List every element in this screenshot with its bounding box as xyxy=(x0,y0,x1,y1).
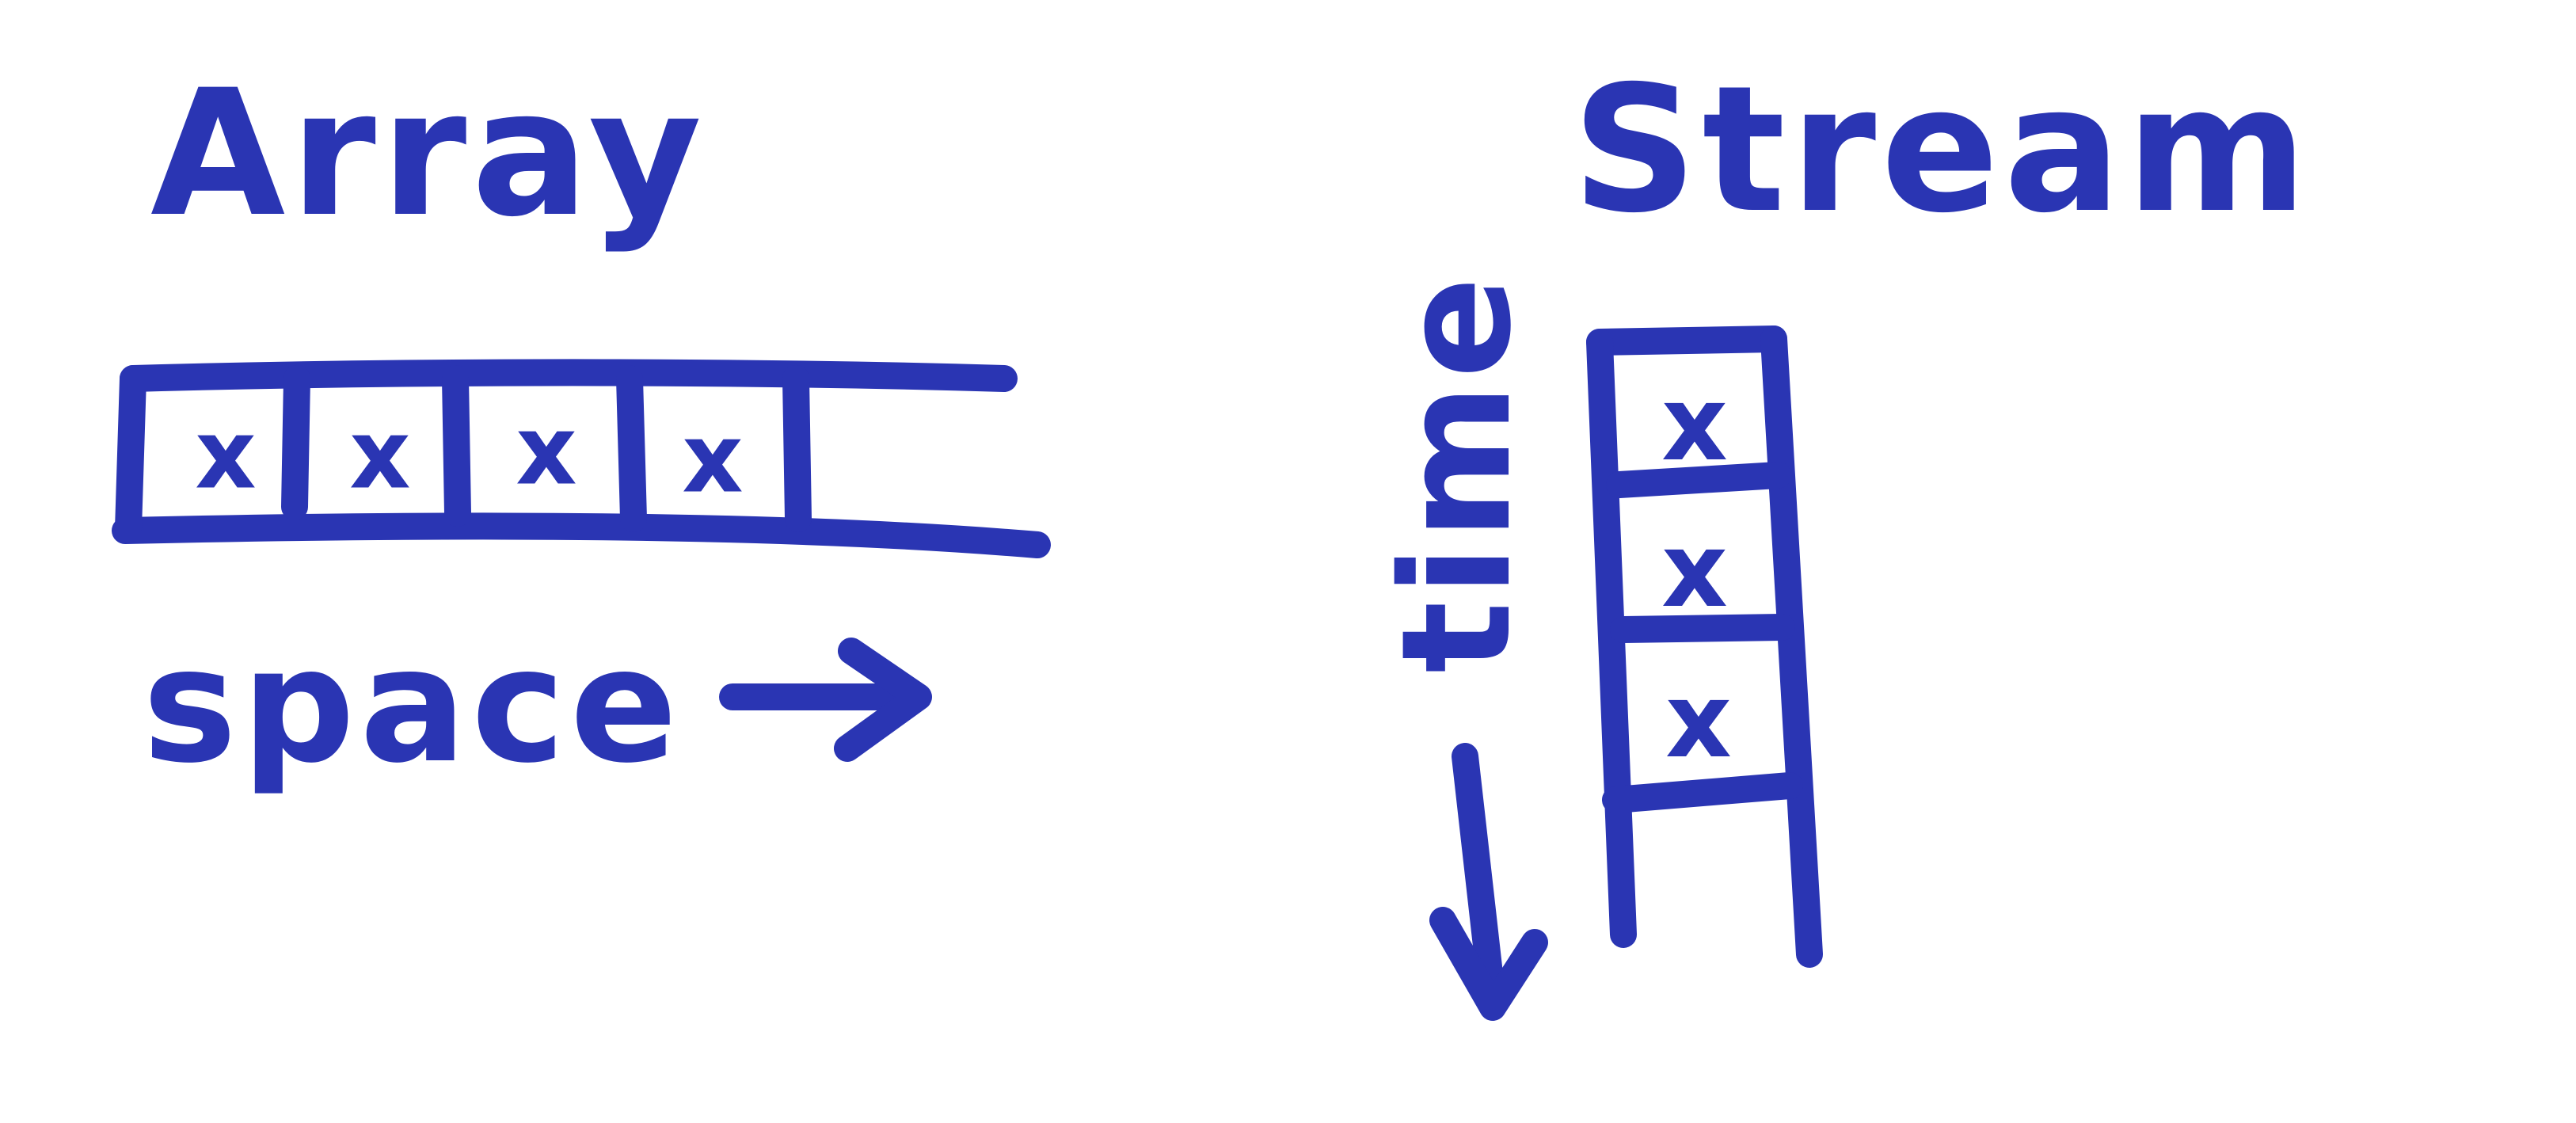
cell-x-mark: x xyxy=(516,397,576,507)
array-divider xyxy=(782,365,812,532)
array-divider xyxy=(616,365,647,532)
stream-container xyxy=(1586,325,1823,968)
stream-axis-label: time xyxy=(1369,272,1544,673)
cell-x-mark: x xyxy=(195,401,256,511)
time-arrow-head xyxy=(1429,907,1548,1021)
array-divider xyxy=(442,365,471,527)
array-container xyxy=(112,359,1051,558)
array-left-edge xyxy=(115,365,146,542)
time-arrow xyxy=(1429,743,1548,1021)
array-bottom-rail xyxy=(112,512,1051,558)
stream-left-edge xyxy=(1586,329,1637,948)
stream-title: Stream xyxy=(1572,48,2312,251)
time-arrow-shaft xyxy=(1452,743,1506,1015)
array-divider xyxy=(281,365,310,520)
array-top-rail xyxy=(120,359,1018,392)
stream-cells: xxx xyxy=(1661,364,1732,781)
cell-x-mark: x xyxy=(349,401,410,511)
stream-divider xyxy=(1610,614,1795,643)
space-arrow-head xyxy=(834,638,932,762)
cell-x-mark: x xyxy=(682,405,743,515)
stream-right-edge xyxy=(1760,325,1823,968)
array-title: Array xyxy=(150,52,706,255)
space-arrow xyxy=(719,638,932,762)
stream-divider xyxy=(1606,462,1791,498)
cell-x-mark: x xyxy=(1661,510,1728,630)
cell-x-mark: x xyxy=(1661,364,1728,484)
cell-x-mark: x xyxy=(1665,660,1732,781)
stream-top-edge xyxy=(1586,325,1787,356)
stream-divider xyxy=(1602,772,1803,813)
stream-panel: Stream time xxx xyxy=(1369,48,2312,1021)
array-axis-label: space xyxy=(143,614,682,798)
